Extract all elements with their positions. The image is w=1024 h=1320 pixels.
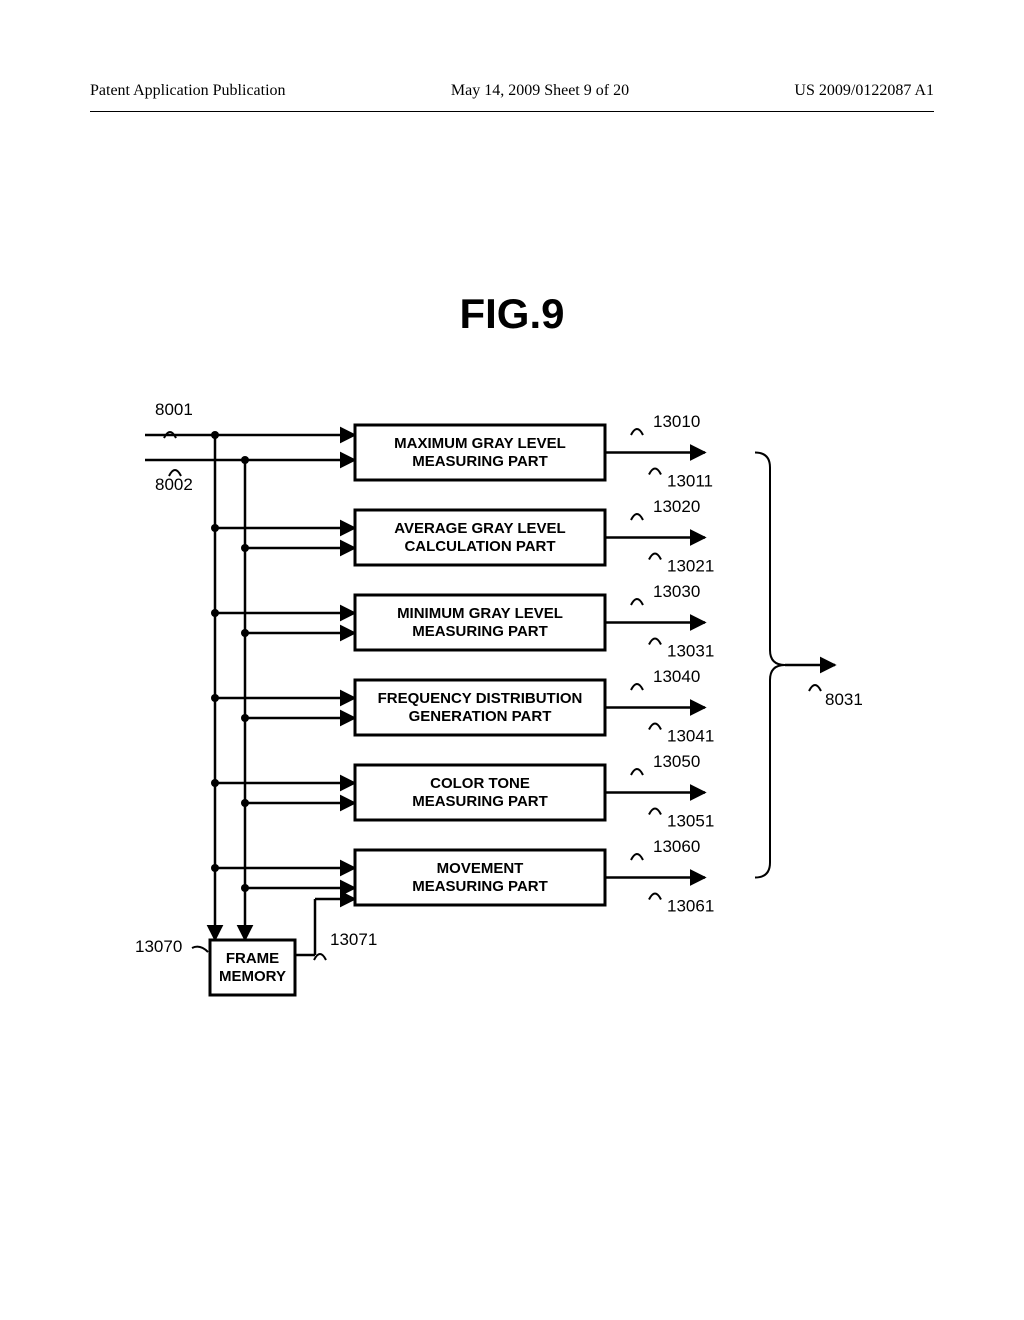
output-ref: 13011 (667, 472, 713, 491)
output-ref: 13021 (667, 557, 714, 576)
mem-label: MEMORY (219, 968, 286, 985)
block-label: AVERAGE GRAY LEVEL (394, 520, 565, 537)
block-ref: 13020 (653, 497, 700, 516)
ref-8001: 8001 (155, 400, 193, 419)
ref-tick (649, 554, 661, 560)
ref-tick (631, 854, 643, 860)
output-brace (755, 453, 785, 878)
output-ref: 13061 (667, 897, 714, 916)
ref-tick (631, 684, 643, 690)
page-header: Patent Application Publication May 14, 2… (90, 82, 934, 112)
block-ref: 13040 (653, 667, 700, 686)
block-label: MEASURING PART (412, 453, 548, 470)
figure-title: FIG.9 (0, 290, 1024, 338)
header-left: Patent Application Publication (90, 82, 286, 111)
ref-tick (649, 724, 661, 730)
header-center: May 14, 2009 Sheet 9 of 20 (451, 82, 629, 111)
ref-tick (631, 429, 643, 435)
output-ref: 13041 (667, 727, 714, 746)
junction-dot (241, 456, 249, 464)
block-label: FREQUENCY DISTRIBUTION (378, 690, 583, 707)
junction-dot (211, 431, 219, 439)
block-ref: 13030 (653, 582, 700, 601)
ref-tick (649, 639, 661, 645)
ref-13071: 13071 (330, 930, 377, 949)
ref-tick (631, 599, 643, 605)
ref-8031: 8031 (825, 690, 863, 709)
output-ref: 13051 (667, 812, 714, 831)
header-right: US 2009/0122087 A1 (794, 82, 934, 111)
block-label: MINIMUM GRAY LEVEL (397, 605, 563, 622)
page: Patent Application Publication May 14, 2… (0, 0, 1024, 1320)
ref-tick (809, 685, 821, 691)
ref-8002: 8002 (155, 475, 193, 494)
ref-tick (192, 947, 208, 952)
block-label: COLOR TONE (430, 775, 530, 792)
block-ref: 13050 (653, 752, 700, 771)
ref-tick (631, 514, 643, 520)
block-label: CALCULATION PART (404, 538, 555, 555)
block-ref: 13060 (653, 837, 700, 856)
block-label: MAXIMUM GRAY LEVEL (394, 435, 566, 452)
block-label: MEASURING PART (412, 793, 548, 810)
block-label: MEASURING PART (412, 623, 548, 640)
block-label: MOVEMENT (437, 860, 524, 877)
block-label: MEASURING PART (412, 878, 548, 895)
ref-tick (631, 769, 643, 775)
output-ref: 13031 (667, 642, 714, 661)
block-diagram: 80018002MAXIMUM GRAY LEVELMEASURING PART… (115, 390, 915, 1040)
ref-13070: 13070 (135, 937, 182, 956)
block-ref: 13010 (653, 412, 700, 431)
block-label: GENERATION PART (409, 708, 552, 725)
ref-tick (649, 809, 661, 815)
ref-tick (649, 894, 661, 900)
mem-label: FRAME (226, 950, 279, 967)
ref-tick (649, 469, 661, 475)
